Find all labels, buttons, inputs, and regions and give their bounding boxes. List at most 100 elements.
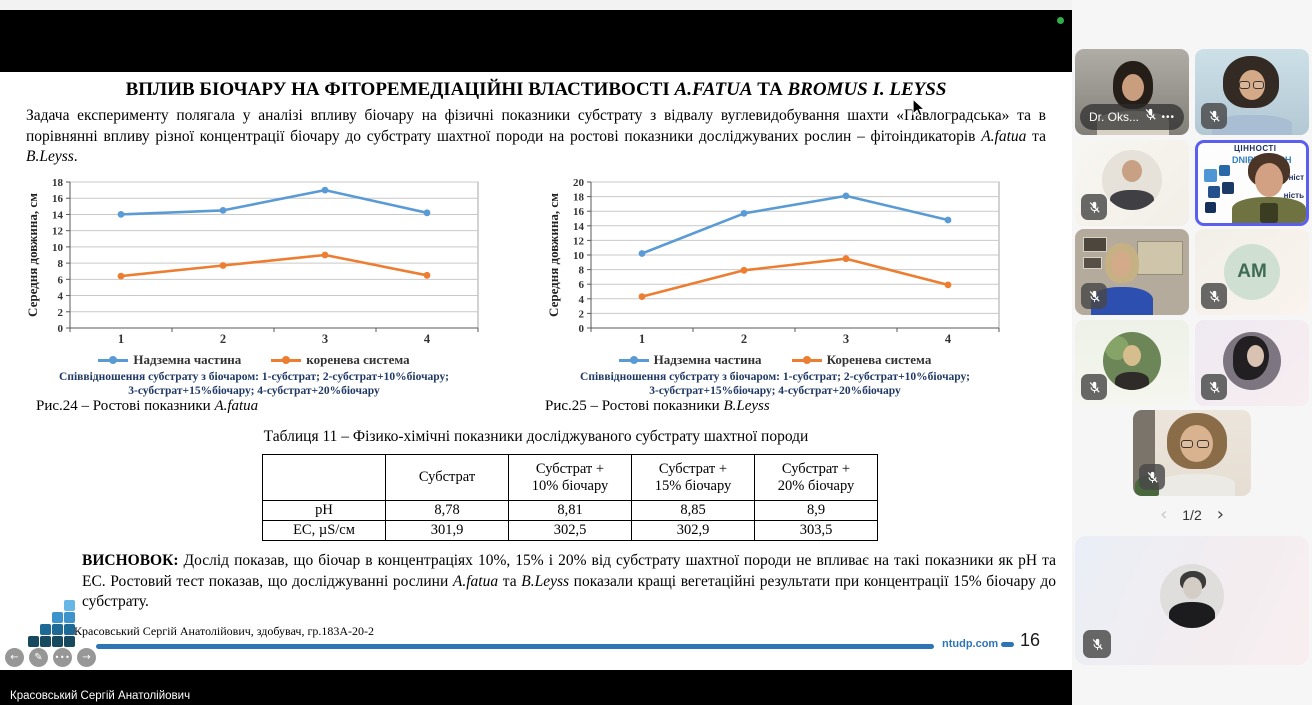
svg-text:2: 2 (58, 307, 64, 319)
participant-tile-1[interactable]: Dr. Oks... ••• (1075, 49, 1189, 135)
slide-title-species1: A.FATUA (674, 79, 753, 100)
intro-mid: та (1026, 127, 1046, 145)
svg-text:2: 2 (579, 308, 585, 320)
slide-title-text: ВПЛИВ БІОЧАРУ НА ФІТОРЕМЕДІАЦІЙНІ ВЛАСТИ… (125, 79, 675, 100)
logo-square (28, 636, 39, 647)
intro-text: Задача експерименту полягала у аналізі в… (26, 107, 1046, 145)
wall-map (1137, 241, 1183, 275)
legend-item: Надземна частина (618, 352, 762, 368)
svg-text:8: 8 (58, 258, 64, 270)
chart-24-plot: 0 2 4 6 8 10 12 14 16 18 1 2 3 4 Середня довжина, см (24, 176, 484, 351)
legend-marker-icon (98, 356, 129, 364)
caption-text: Рис.24 – Ростові показники (36, 398, 215, 414)
legend-label: Надземна частина (653, 352, 762, 367)
conclusion-species1: A.fatua (452, 572, 499, 590)
conclusion-paragraph: ВИСНОВОК: Дослід показав, що біочар в ко… (82, 551, 1056, 613)
substrate-table: Субстрат Субстрат + 10% біочару Субстрат… (262, 454, 878, 541)
intro-post: . (73, 148, 78, 166)
participant-tile-2[interactable] (1195, 49, 1309, 135)
participant-tile-6[interactable]: AM (1195, 229, 1309, 315)
letterbox-bottom: Красовський Сергій Анатолійович (0, 670, 1072, 705)
slide-title-mid: ТА (752, 79, 788, 100)
svg-text:18: 18 (52, 177, 64, 189)
footnote-line-2: 3-субстрат+15%біочару; 4-субстрат+20%біо… (128, 384, 380, 397)
svg-text:4: 4 (424, 332, 431, 346)
mic-muted-icon (1083, 630, 1111, 658)
logo-square (40, 624, 51, 635)
svg-text:16: 16 (52, 193, 64, 205)
next-slide-button[interactable]: → (77, 648, 96, 667)
svg-text:12: 12 (52, 226, 64, 238)
caption-species: A.fatua (214, 398, 259, 414)
svg-text:16: 16 (573, 206, 585, 218)
svg-text:Середня довжина, см: Середня довжина, см (25, 193, 40, 317)
avatar (1223, 332, 1281, 390)
footer-site: ntudp.com (942, 638, 999, 650)
legend-item: Коренева система (791, 352, 932, 368)
slide: ВПЛИВ БІОЧАРУ НА ФІТОРЕМЕДІАЦІЙНІ ВЛАСТИ… (0, 72, 1072, 670)
svg-text:6: 6 (579, 279, 585, 291)
figure-24: 0 2 4 6 8 10 12 14 16 18 1 2 3 4 Середня довжина, см Н… (24, 176, 484, 399)
logo-square (64, 636, 75, 647)
poster-logo-square (1204, 169, 1217, 182)
avatar (1103, 332, 1161, 390)
author-line: Красовський Сергій Анатолійович, здобува… (74, 624, 375, 638)
svg-text:2: 2 (741, 332, 747, 346)
wall-frame (1083, 237, 1107, 252)
glasses-icon (1181, 440, 1193, 448)
prev-slide-button[interactable]: ← (5, 648, 24, 667)
conclusion-post: показали кращі вегетаційні результати пр… (82, 572, 1057, 611)
more-options-icon[interactable]: ••• (1161, 111, 1175, 123)
table-header-10pct: Субстрат + 10% біочару (508, 454, 632, 501)
footnote-line-1: Співвідношення субстрату з біочаром: 1-с… (59, 371, 449, 383)
table-cell: 8,85 (631, 500, 755, 521)
svg-text:3: 3 (843, 332, 849, 346)
participant-tile-4-active-speaker[interactable]: ЦІННОСТІ DNIPROTECH льніст ність (1195, 140, 1309, 226)
glasses-icon (1197, 440, 1209, 448)
presenter-name-label: Красовський Сергій Анатолійович (10, 690, 191, 702)
footnote-line-2: 3-субстрат+15%біочару; 4-субстрат+20%біо… (649, 384, 901, 397)
logo-square (40, 636, 51, 647)
poster-logo-square (1219, 165, 1230, 176)
table-header-blank (262, 454, 386, 501)
mic-muted-icon (1081, 374, 1107, 400)
figure-25: 0 2 4 6 8 10 12 14 16 18 20 1 2 3 4 Середня довжина, см… (545, 176, 1005, 399)
svg-text:4: 4 (945, 332, 952, 346)
poster-logo-square (1205, 202, 1216, 213)
participant-tile-5[interactable] (1075, 229, 1189, 315)
svg-text:0: 0 (58, 323, 64, 335)
svg-text:4: 4 (579, 294, 585, 306)
pagination-prev-button[interactable]: ‹ (1160, 504, 1168, 525)
legend-marker-icon (271, 356, 302, 364)
svg-text:1: 1 (118, 332, 124, 346)
pen-tool-button[interactable]: ✎ (29, 648, 48, 667)
participant-tile-9[interactable] (1133, 410, 1251, 496)
svg-text:1: 1 (639, 332, 645, 346)
intro-species2: B.Leyss (26, 148, 74, 166)
svg-text:Середня довжина, см: Середня довжина, см (546, 193, 561, 317)
legend-label: Коренева система (826, 352, 932, 367)
svg-text:14: 14 (52, 209, 64, 221)
logo-square (52, 612, 63, 623)
letterbox-top (0, 10, 1072, 72)
more-options-button[interactable]: ••• (53, 648, 72, 667)
participant-tile-8[interactable] (1195, 320, 1309, 406)
logo-square (64, 624, 75, 635)
mic-muted-icon (1201, 283, 1227, 309)
pagination-next-button[interactable]: › (1216, 504, 1224, 525)
svg-text:0: 0 (579, 323, 585, 335)
legend-label: Надземна частина (133, 352, 242, 367)
intro-paragraph: Задача експерименту полягала у аналізі в… (26, 106, 1046, 168)
table-row: ЕС, µS/см 301,9 302,5 302,9 303,5 (262, 520, 878, 541)
slide-title-species2: BROMUS I. LEYSS (787, 79, 947, 100)
mouse-cursor (912, 98, 927, 117)
mic-muted-icon[interactable] (1143, 107, 1158, 127)
participant-tile-7[interactable] (1075, 320, 1189, 406)
chart-25-footnote: Співвідношення субстрату з біочаром: 1-с… (545, 371, 1005, 399)
poster-text: ЦІННОСТІ (1234, 144, 1277, 153)
poster-text: ність (1283, 191, 1304, 200)
participant-tile-3[interactable] (1075, 140, 1189, 226)
participant-tile-10[interactable] (1075, 536, 1309, 665)
svg-text:6: 6 (58, 274, 64, 286)
chart-24-legend: Надземна частина коренева система (24, 352, 484, 368)
